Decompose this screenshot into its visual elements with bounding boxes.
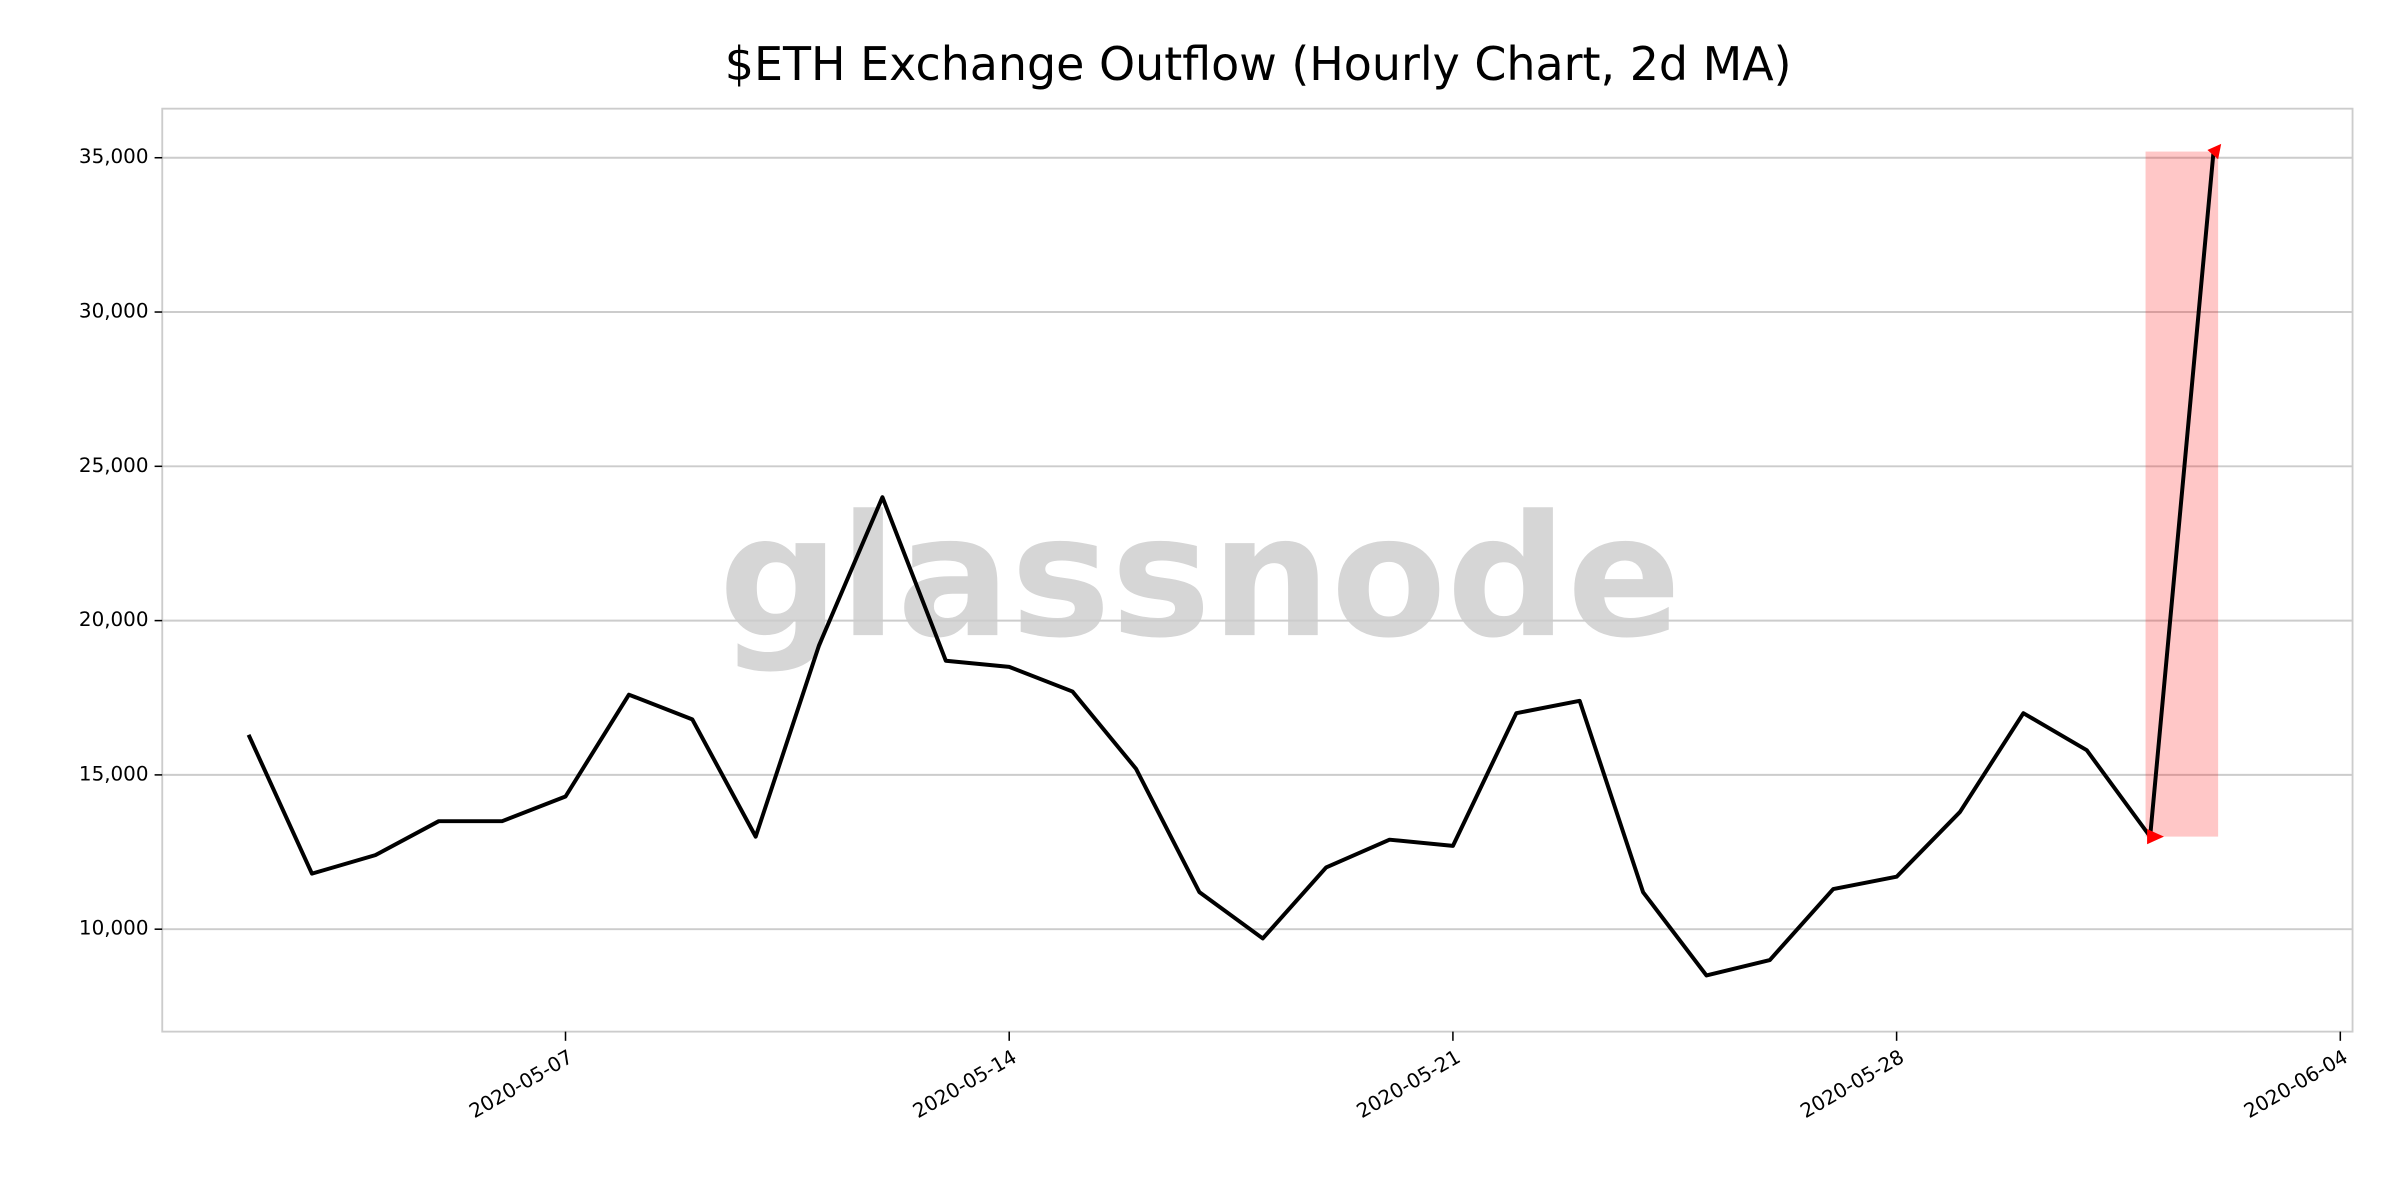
plot-frame [161,107,2354,1033]
x-tick-label: 2020-05-14 [909,1045,1021,1123]
x-tick-label: 2020-06-04 [2240,1045,2352,1123]
y-tick-label: 15,000 [79,762,149,785]
highlight-marker [2207,143,2222,160]
y-tick-label: 10,000 [79,917,149,940]
chart-title: $ETH Exchange Outflow (Hourly Chart, 2d … [725,37,1792,91]
y-tick-label: 25,000 [79,454,149,477]
x-tick-label: 2020-05-07 [465,1045,577,1123]
watermark: glassnode [719,479,1681,675]
y-tick-label: 20,000 [79,608,149,631]
x-tick-label: 2020-05-21 [1353,1045,1465,1123]
highlight-marker [2147,828,2164,845]
y-tick-label: 35,000 [79,145,149,168]
line-series [246,151,2216,978]
y-tick-label: 30,000 [79,300,149,323]
x-tick-label: 2020-05-28 [1796,1045,1908,1123]
